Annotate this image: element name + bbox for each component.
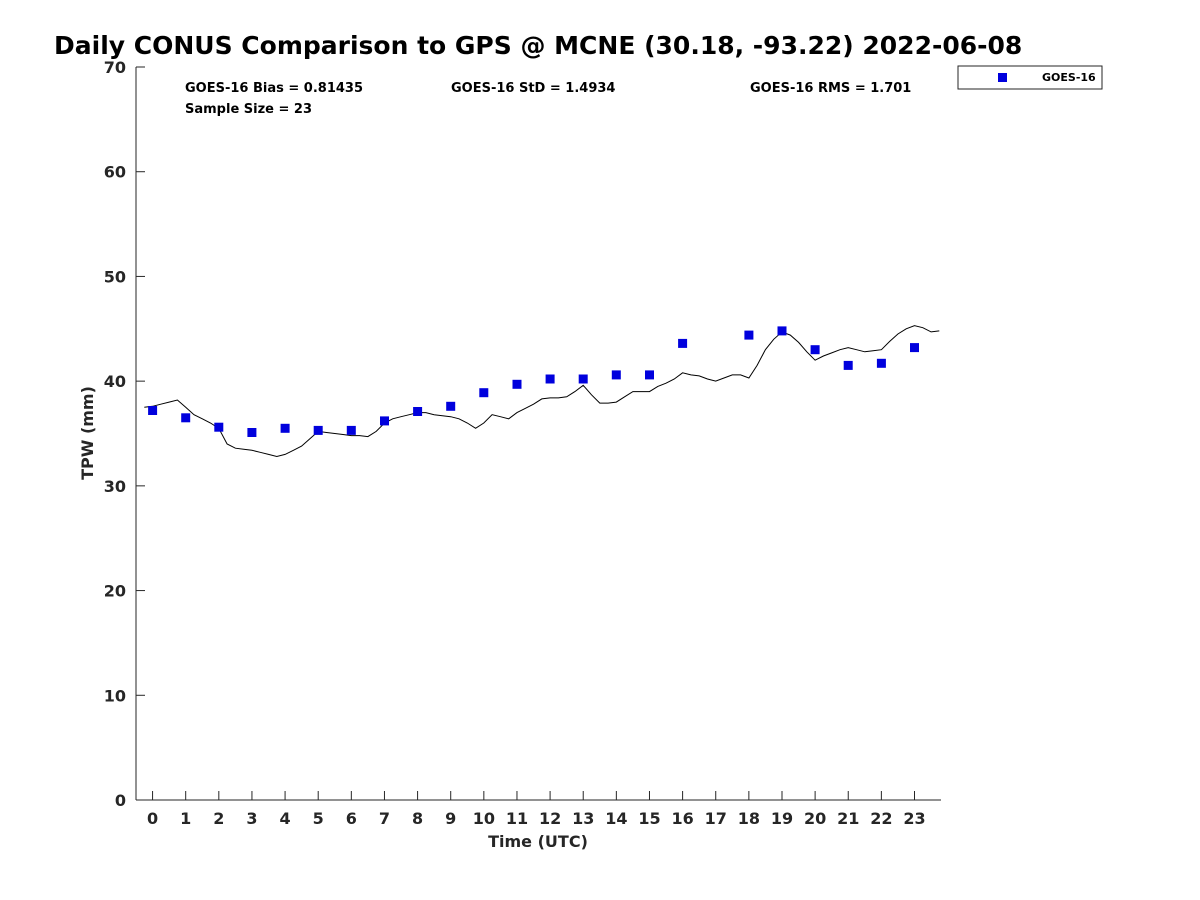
goes16-point bbox=[380, 416, 389, 426]
chart-title: Daily CONUS Comparison to GPS @ MCNE (30… bbox=[54, 31, 1022, 60]
goes16-point bbox=[744, 330, 754, 340]
x-tick-label: 11 bbox=[506, 809, 528, 828]
stat-std: GOES-16 StD = 1.4934 bbox=[451, 81, 615, 96]
x-tick-label: 8 bbox=[412, 809, 423, 828]
y-axis-label: TPW (mm) bbox=[78, 386, 97, 480]
goes16-point bbox=[678, 338, 688, 348]
x-tick-label: 1 bbox=[180, 809, 191, 828]
y-tick-label: 50 bbox=[104, 267, 126, 286]
goes16-point bbox=[446, 401, 456, 411]
goes16-point bbox=[214, 422, 224, 432]
x-tick-label: 14 bbox=[605, 809, 627, 828]
goes16-point bbox=[512, 379, 522, 389]
goes16-marker-series bbox=[148, 326, 919, 437]
x-tick-label: 23 bbox=[903, 809, 925, 828]
x-tick-label: 20 bbox=[804, 809, 826, 828]
x-tick-label: 2 bbox=[213, 809, 224, 828]
goes16-point bbox=[346, 425, 356, 435]
goes16-point bbox=[910, 343, 919, 353]
goes16-point bbox=[810, 345, 820, 355]
goes16-point bbox=[148, 406, 158, 415]
goes16-point bbox=[578, 374, 588, 384]
gps-line-series bbox=[144, 325, 940, 458]
x-tick-label: 4 bbox=[280, 809, 291, 828]
x-tick-label: 9 bbox=[445, 809, 456, 828]
x-tick-label: 18 bbox=[738, 809, 760, 828]
stat-bias: GOES-16 Bias = 0.81435 bbox=[185, 81, 363, 96]
goes16-point bbox=[545, 374, 555, 384]
x-tick-label: 6 bbox=[346, 809, 357, 828]
y-tick-label: 60 bbox=[104, 163, 126, 182]
x-tick-label: 21 bbox=[837, 809, 859, 828]
legend-label-goes16: GOES-16 bbox=[1042, 71, 1096, 84]
x-tick-label: 12 bbox=[539, 809, 561, 828]
x-tick-label: 15 bbox=[638, 809, 660, 828]
y-tick-label: 0 bbox=[115, 791, 126, 810]
gps-line bbox=[144, 325, 940, 458]
x-tick-label: 19 bbox=[771, 809, 793, 828]
stat-sample-size: Sample Size = 23 bbox=[185, 102, 312, 117]
goes16-point bbox=[247, 428, 257, 437]
x-tick-label: 10 bbox=[473, 809, 495, 828]
stat-rms: GOES-16 RMS = 1.701 bbox=[750, 81, 911, 96]
x-axis-label: Time (UTC) bbox=[488, 832, 588, 851]
goes16-point bbox=[843, 360, 853, 370]
x-tick-label: 13 bbox=[572, 809, 594, 828]
y-tick-label: 30 bbox=[104, 477, 126, 496]
goes16-point bbox=[777, 326, 787, 336]
y-tick-label: 20 bbox=[104, 582, 126, 601]
y-ticks: 0 10 20 30 40 50 60 70 bbox=[104, 58, 145, 810]
goes16-point bbox=[876, 358, 886, 368]
goes16-point bbox=[611, 370, 621, 380]
goes16-point bbox=[280, 423, 290, 433]
x-tick-label: 16 bbox=[671, 809, 693, 828]
goes16-point bbox=[181, 413, 191, 423]
x-ticks: 0 1 2 3 4 5 6 7 8 9 10 11 12 13 14 15 16 17 18 19 20 21 22 23 bbox=[147, 791, 926, 828]
x-tick-label: 7 bbox=[379, 809, 390, 828]
x-tick-label: 22 bbox=[870, 809, 892, 828]
goes16-point bbox=[413, 407, 423, 416]
legend-box bbox=[957, 65, 1103, 90]
x-tick-label: 3 bbox=[246, 809, 257, 828]
legend: GOES-16 bbox=[957, 65, 1103, 90]
x-tick-label: 0 bbox=[147, 809, 158, 828]
x-tick-label: 5 bbox=[313, 809, 324, 828]
x-tick-label: 17 bbox=[705, 809, 727, 828]
y-tick-label: 10 bbox=[104, 686, 126, 705]
y-tick-label: 70 bbox=[104, 58, 126, 77]
goes16-point bbox=[313, 425, 323, 435]
legend-marker-goes16 bbox=[998, 73, 1007, 82]
goes16-point bbox=[479, 388, 489, 398]
goes16-point bbox=[645, 370, 654, 380]
y-tick-label: 40 bbox=[104, 372, 126, 391]
